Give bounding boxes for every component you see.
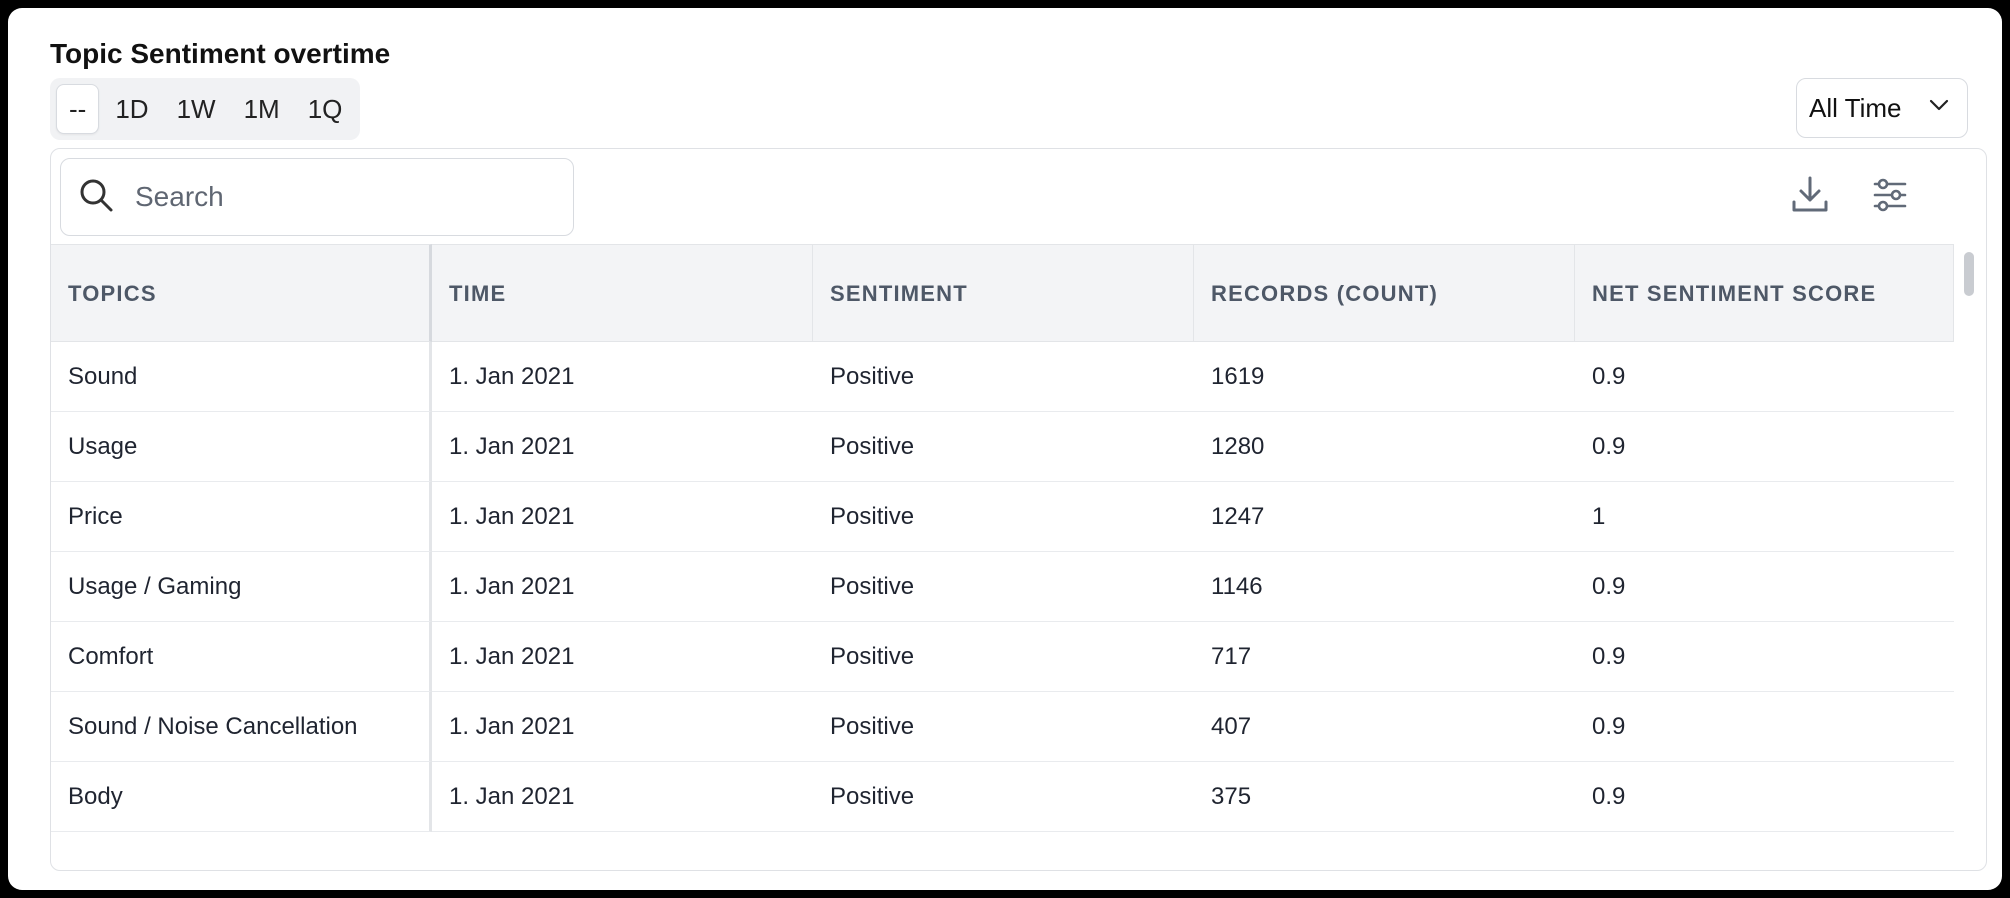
net-sentiment-score-cell: 0.9 <box>1575 692 1954 762</box>
records-count-cell: 407 <box>1194 692 1575 762</box>
search-input[interactable] <box>135 181 515 213</box>
sentiment-cell: Positive <box>813 552 1194 622</box>
time-cell: 1. Jan 2021 <box>432 342 813 412</box>
column-header-net-sentiment-score[interactable]: NET SENTIMENT SCORE <box>1575 244 1954 342</box>
records-count-cell: 1619 <box>1194 342 1575 412</box>
topic-cell: Sound <box>51 342 432 412</box>
tab-range-1q[interactable]: 1Q <box>307 93 343 124</box>
chevron-down-icon <box>1927 93 1951 124</box>
column-header-records-count[interactable]: RECORDS (COUNT) <box>1194 244 1575 342</box>
sliders-icon <box>1872 177 1908 218</box>
column-header-sentiment[interactable]: SENTIMENT <box>813 244 1194 342</box>
topic-cell: Price <box>51 482 432 552</box>
tab-range-1d[interactable]: 1D <box>115 93 149 124</box>
topic-cell: Usage <box>51 412 432 482</box>
tab-range-1m[interactable]: 1M <box>243 93 280 124</box>
net-sentiment-score-cell: 0.9 <box>1575 622 1954 692</box>
time-cell: 1. Jan 2021 <box>432 412 813 482</box>
scrollbar-thumb[interactable] <box>1964 252 1974 296</box>
time-range-tabs: -- 1D 1W 1M 1Q <box>50 78 361 140</box>
sentiment-cell: Positive <box>813 762 1194 832</box>
table-scrollbar[interactable] <box>1956 246 1982 870</box>
net-sentiment-score-cell: 1 <box>1575 482 1954 552</box>
time-cell: 1. Jan 2021 <box>432 552 813 622</box>
sentiment-cell: Positive <box>813 692 1194 762</box>
search-box[interactable] <box>60 158 574 236</box>
column-header-topics[interactable]: TOPICS <box>51 244 432 342</box>
period-dropdown-value: All Time <box>1809 92 1902 123</box>
net-sentiment-score-cell: 0.9 <box>1575 552 1954 622</box>
sentiment-cell: Positive <box>813 342 1194 412</box>
records-count-cell: 1280 <box>1194 412 1575 482</box>
topic-cell: Usage / Gaming <box>51 552 432 622</box>
topic-cell: Body <box>51 762 432 832</box>
sentiment-cell: Positive <box>813 412 1194 482</box>
time-cell: 1. Jan 2021 <box>432 482 813 552</box>
records-count-cell: 1247 <box>1194 482 1575 552</box>
records-count-cell: 375 <box>1194 762 1575 832</box>
records-count-cell: 1146 <box>1194 552 1575 622</box>
table-panel: TOPICS TIME SENTIMENT RECORDS (COUNT) NE… <box>50 148 1987 871</box>
period-dropdown[interactable]: All Time <box>1796 78 1968 138</box>
time-cell: 1. Jan 2021 <box>432 762 813 832</box>
sentiment-cell: Positive <box>813 622 1194 692</box>
net-sentiment-score-cell: 0.9 <box>1575 412 1954 482</box>
topic-cell: Comfort <box>51 622 432 692</box>
tab-range-none[interactable]: -- <box>56 84 100 134</box>
column-settings-button[interactable] <box>1868 175 1912 219</box>
net-sentiment-score-cell: 0.9 <box>1575 342 1954 412</box>
net-sentiment-score-cell: 0.9 <box>1575 762 1954 832</box>
topic-cell: Sound / Noise Cancellation <box>51 692 432 762</box>
page-title: Topic Sentiment overtime <box>50 38 391 69</box>
time-cell: 1. Jan 2021 <box>432 622 813 692</box>
data-table: TOPICS TIME SENTIMENT RECORDS (COUNT) NE… <box>51 244 1954 870</box>
column-header-time[interactable]: TIME <box>432 244 813 342</box>
search-icon <box>77 176 115 219</box>
table-grid: TOPICS TIME SENTIMENT RECORDS (COUNT) NE… <box>51 244 1954 832</box>
download-icon <box>1790 174 1830 221</box>
table-toolbar <box>51 149 1986 244</box>
records-count-cell: 717 <box>1194 622 1575 692</box>
time-cell: 1. Jan 2021 <box>432 692 813 762</box>
sentiment-cell: Positive <box>813 482 1194 552</box>
download-button[interactable] <box>1788 175 1832 219</box>
tab-range-1w[interactable]: 1W <box>176 93 216 124</box>
widget-frame: Topic Sentiment overtime -- 1D 1W 1M 1Q … <box>8 8 2002 890</box>
